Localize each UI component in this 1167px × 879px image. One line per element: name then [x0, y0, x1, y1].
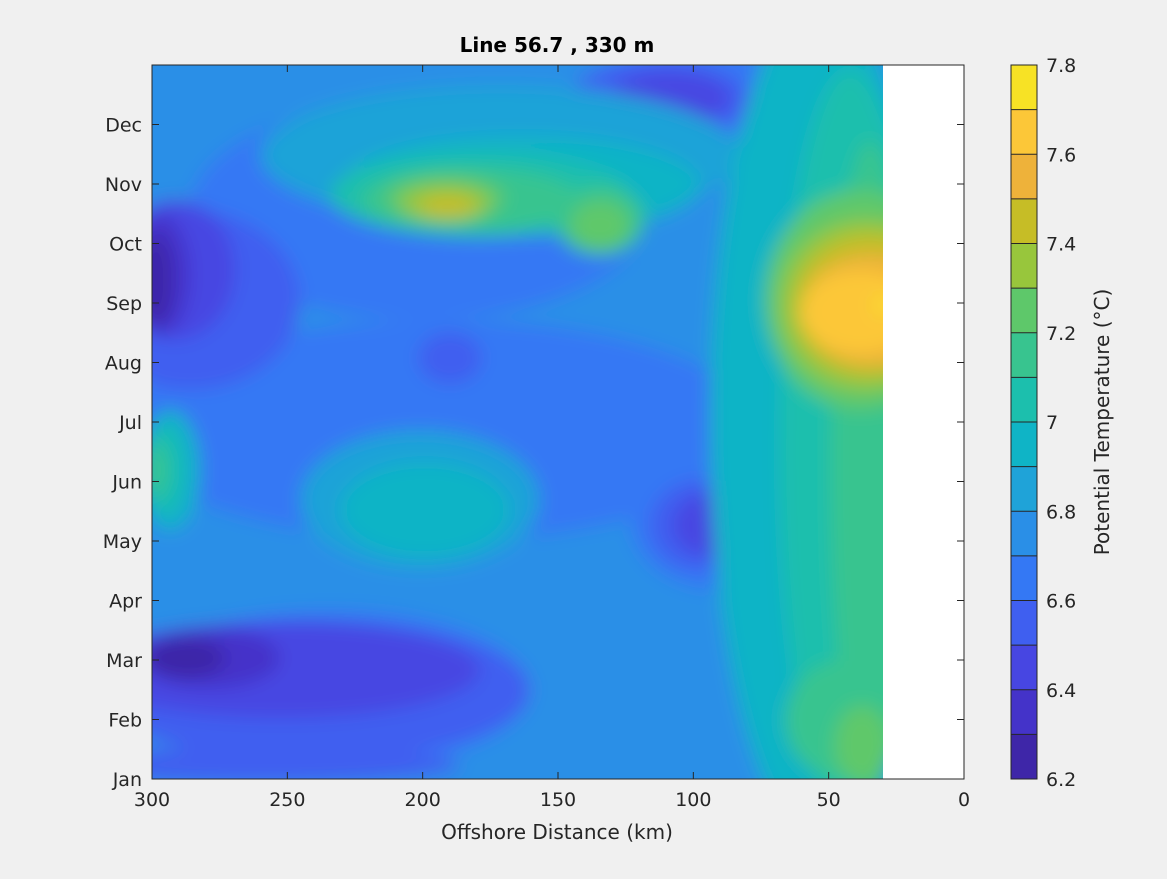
y-tick-label: Jun [111, 472, 142, 494]
contour-level-43 [800, 270, 883, 354]
colorbar-swatch [1011, 422, 1037, 467]
x-tick-label: 50 [817, 789, 841, 811]
y-tick-label: Dec [105, 115, 142, 137]
y-tick-label: May [103, 531, 142, 553]
colorbar-swatch [1011, 332, 1037, 378]
chart-title: Line 56.7 , 330 m [460, 33, 655, 57]
colorbar-swatch [1011, 65, 1037, 110]
colorbar-swatch [1011, 600, 1037, 646]
colorbar-swatch [1011, 243, 1037, 289]
colorbar-tick-label: 6.8 [1046, 501, 1076, 523]
contour-level-19 [418, 332, 482, 384]
colorbar-tick-label: 6.4 [1046, 680, 1076, 702]
contour-level-38 [834, 705, 883, 779]
y-tick-label: Apr [109, 591, 142, 613]
colorbar-swatch [1011, 734, 1037, 779]
colorbar-tick-label: 7.4 [1046, 234, 1076, 256]
colorbar-swatch [1011, 154, 1037, 199]
y-tick-label: Mar [106, 650, 142, 672]
x-tick-label: 200 [405, 789, 441, 811]
colorbar-tick-label: 7.6 [1046, 144, 1076, 166]
x-tick-label: 150 [540, 789, 576, 811]
x-tick-label: 300 [134, 789, 170, 811]
y-tick-label: Nov [105, 174, 142, 196]
colorbar-swatch [1011, 466, 1037, 512]
colorbar-label: Potential Temperature (°C) [1090, 289, 1114, 556]
contour-level-44 [876, 295, 883, 315]
colorbar-swatch [1011, 288, 1037, 333]
colorbar-tick-label: 6.2 [1046, 769, 1076, 791]
contour-level-13 [345, 652, 365, 684]
colorbar: 6.2 6.4 6.6 6.8 7 7.2 7.4 7.6 7.8 [1010, 55, 1076, 791]
contour-level-30 [340, 462, 510, 558]
colorbar-tick-label: 6.6 [1046, 591, 1076, 613]
colorbar-swatch [1011, 645, 1037, 690]
x-tick-label: 0 [958, 789, 970, 811]
colorbar-frame [1010, 64, 1038, 780]
colorbar-swatch [1011, 198, 1037, 244]
contour-fill [152, 65, 883, 779]
contour-level-14 [152, 747, 460, 779]
x-axis-label: Offshore Distance (km) [441, 820, 673, 844]
x-tick-label: 100 [675, 789, 711, 811]
y-tick-label: Jul [118, 412, 142, 434]
y-tick-label: Feb [108, 710, 142, 732]
colorbar-tick-label: 7.8 [1046, 55, 1076, 77]
colorbar-swatch [1011, 555, 1037, 601]
colorbar-swatch [1011, 377, 1037, 422]
colorbar-tick-label: 7 [1046, 412, 1058, 434]
x-tick-label: 250 [269, 789, 305, 811]
colorbar-tick-label: 7.2 [1046, 323, 1076, 345]
contour-level-33 [152, 444, 166, 496]
colorbar-swatch [1011, 109, 1037, 155]
colorbar-swatch [1011, 511, 1037, 556]
contour-level-12 [152, 638, 225, 678]
y-tick-label: Aug [105, 353, 142, 375]
y-tick-label: Sep [106, 293, 142, 315]
colorbar-swatch [1011, 689, 1037, 735]
y-tick-label: Jan [112, 769, 142, 791]
y-axis: Jan Feb Mar Apr May Jun Jul Aug Sep Oct Nov Dec [103, 115, 964, 791]
x-axis: 300 250 200 150 100 50 0 [134, 65, 970, 811]
contour-level-25 [570, 200, 630, 250]
contour-level-8 [152, 235, 172, 325]
y-tick-label: Oct [109, 234, 142, 256]
contour-field [152, 65, 883, 779]
contour-level-28 [420, 195, 476, 217]
